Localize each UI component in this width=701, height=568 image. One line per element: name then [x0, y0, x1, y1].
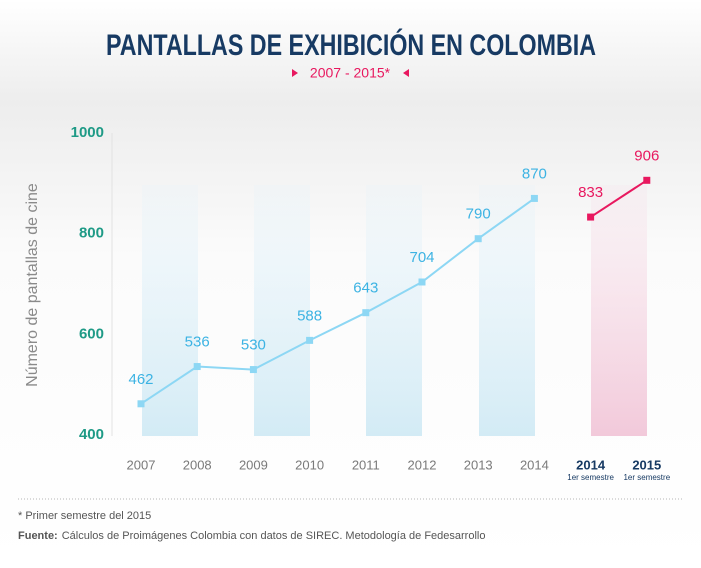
- band: [479, 185, 535, 436]
- band: [142, 185, 198, 436]
- data-label: 643: [353, 280, 378, 297]
- source-text: Cálculos de Proimágenes Colombia con dat…: [62, 530, 486, 542]
- band: [254, 185, 310, 436]
- data-label: 833: [578, 184, 603, 201]
- data-label: 704: [409, 249, 434, 266]
- data-label: 536: [185, 334, 210, 351]
- y-axis-label: Número de pantallas de cine: [24, 183, 41, 387]
- y-tick-label: 400: [79, 426, 104, 443]
- data-label: 906: [634, 147, 659, 164]
- source: Fuente: Cálculos de Proimágenes Colombia …: [18, 530, 485, 542]
- y-tick-label: 600: [79, 325, 104, 342]
- point: [193, 363, 201, 371]
- point: [137, 400, 145, 408]
- series-line: [140, 197, 535, 405]
- point: [643, 176, 651, 184]
- band: [591, 185, 647, 436]
- point: [306, 336, 314, 344]
- x-tick-label: 2013: [464, 457, 493, 472]
- chart-subtitle: 2007 - 2015*: [310, 65, 391, 81]
- point: [249, 366, 257, 374]
- chart-title: PANTALLAS DE EXHIBICIÓN EN COLOMBIA: [106, 28, 596, 62]
- bands: [142, 185, 647, 436]
- data-label: 870: [522, 165, 547, 182]
- y-tick-label: 800: [79, 225, 104, 242]
- footnote: * Primer semestre del 2015: [18, 510, 151, 522]
- x-tick-label: 2015: [632, 457, 661, 472]
- point: [587, 213, 595, 221]
- band: [366, 185, 422, 436]
- x-tick-label: 2012: [408, 457, 437, 472]
- data-label: 530: [241, 337, 266, 354]
- x-tick-sublabel: 1er semestre: [623, 473, 670, 482]
- y-tick-label: 1000: [71, 124, 104, 141]
- x-tick-label: 2011: [352, 457, 380, 472]
- data-label: 790: [466, 206, 491, 223]
- data-label: 462: [128, 371, 153, 388]
- point: [530, 194, 538, 202]
- subtitle-arrow: [292, 69, 298, 77]
- x-tick-label: 2008: [183, 457, 212, 472]
- x-tick-label: 2014: [576, 457, 606, 472]
- x-tick-label: 2009: [239, 457, 268, 472]
- point: [474, 235, 482, 243]
- subtitle-arrow: [403, 69, 409, 77]
- source-label: Fuente:: [18, 530, 58, 542]
- x-tick-label: 2010: [295, 457, 324, 472]
- x-tick-label: 2014: [520, 457, 549, 472]
- x-tick-label: 2007: [127, 457, 156, 472]
- point: [362, 309, 370, 317]
- point: [418, 278, 426, 286]
- data-label: 588: [297, 307, 322, 324]
- x-tick-sublabel: 1er semestre: [567, 473, 614, 482]
- series-line: [590, 179, 648, 218]
